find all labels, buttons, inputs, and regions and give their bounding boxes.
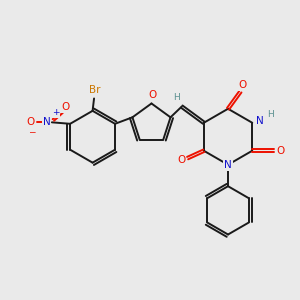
Text: O: O	[277, 146, 285, 156]
Text: N: N	[256, 116, 263, 126]
Text: N: N	[224, 160, 232, 170]
Text: O: O	[238, 80, 247, 90]
Text: +: +	[52, 108, 59, 117]
Text: −: −	[28, 127, 35, 136]
Text: O: O	[26, 117, 34, 127]
Text: O: O	[148, 90, 157, 100]
Text: H: H	[267, 110, 274, 119]
Text: O: O	[177, 155, 185, 166]
Text: N: N	[43, 117, 50, 127]
Text: H: H	[173, 93, 180, 102]
Text: Br: Br	[89, 85, 101, 95]
Text: O: O	[61, 102, 69, 112]
